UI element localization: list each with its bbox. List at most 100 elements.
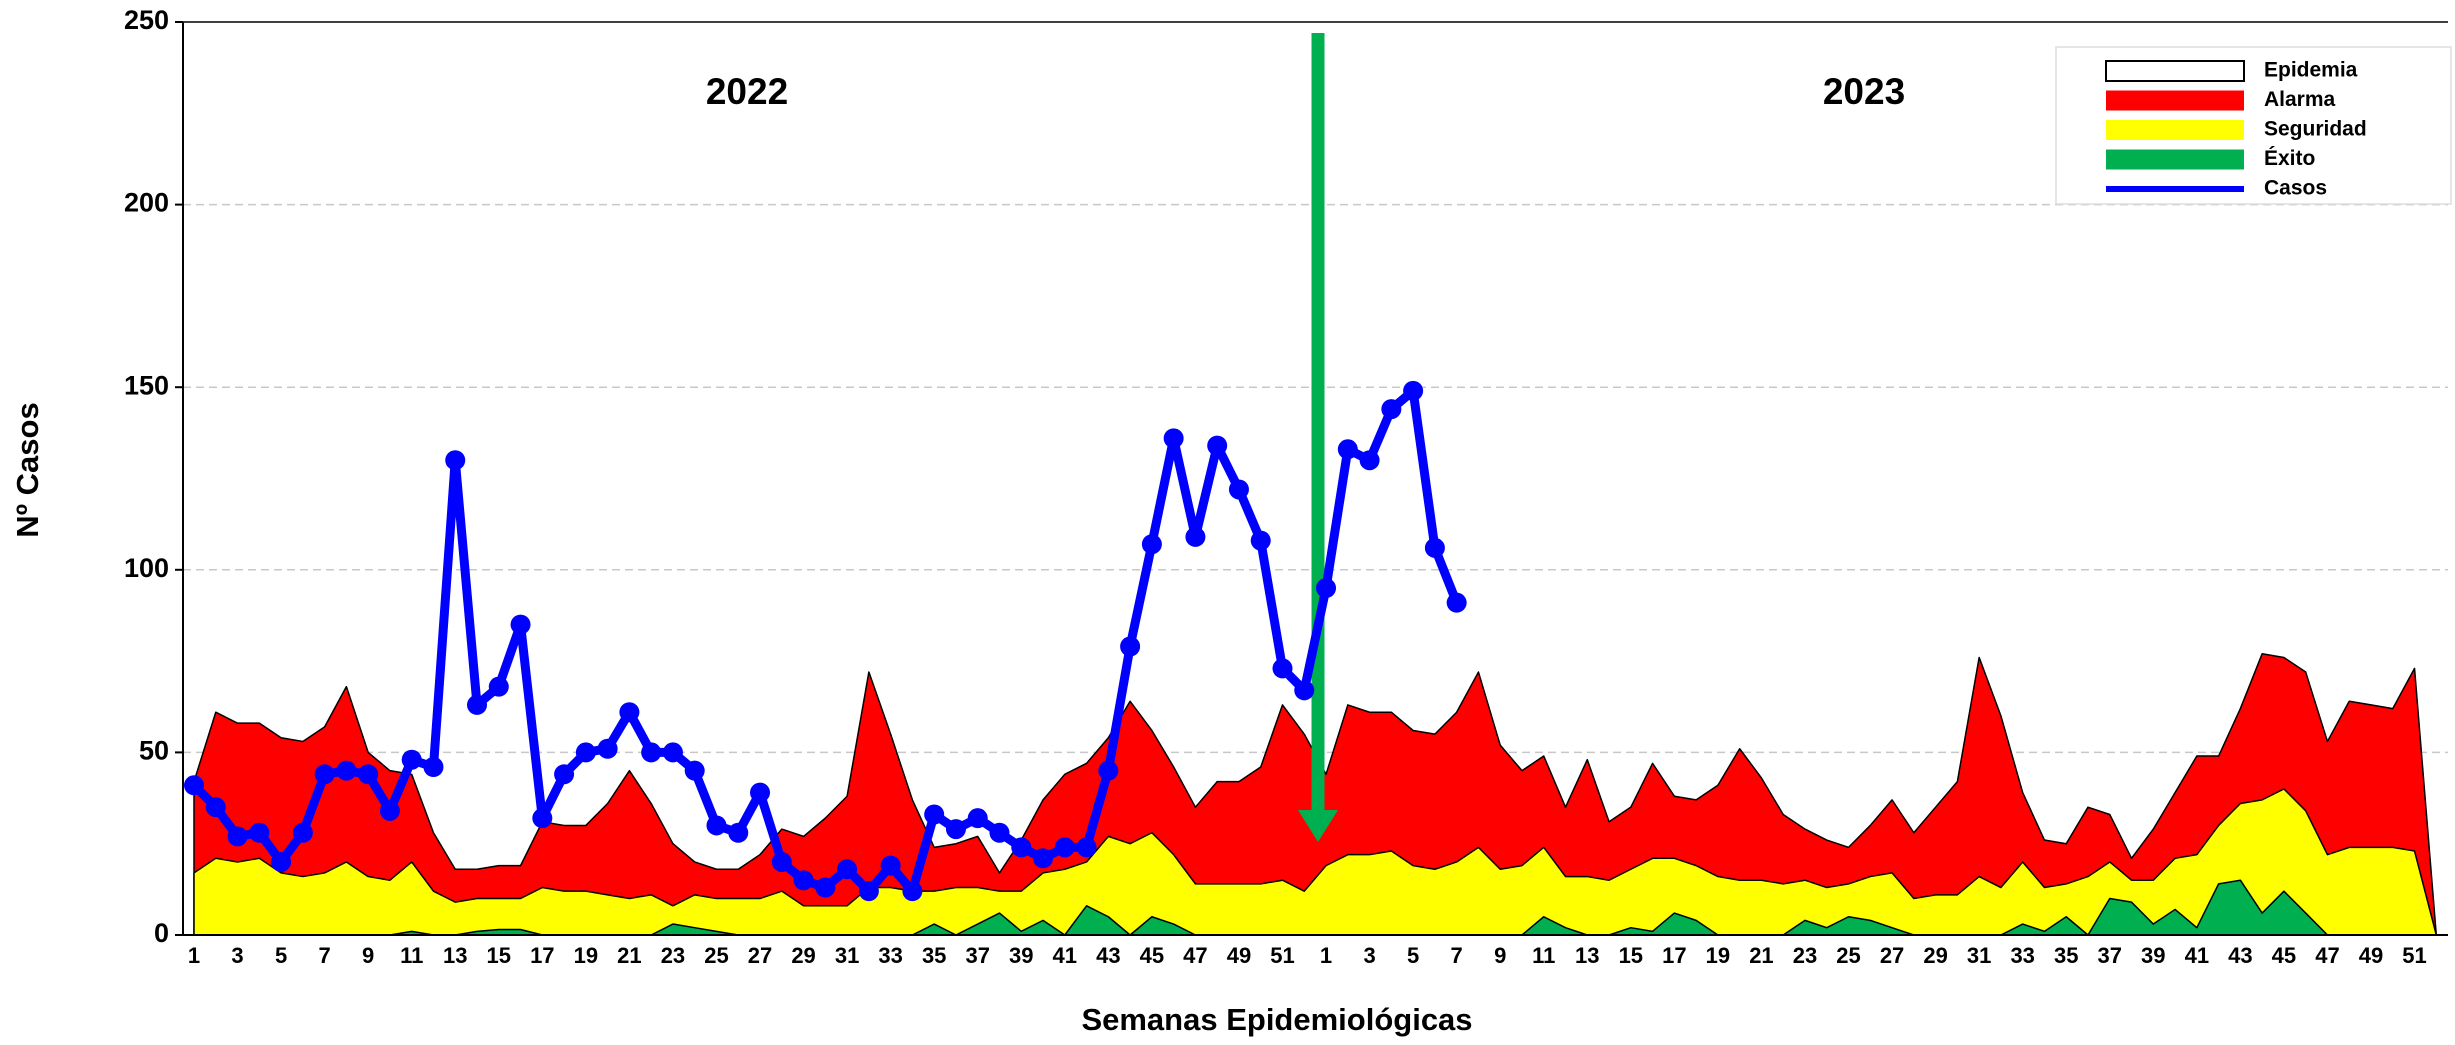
marker bbox=[184, 775, 204, 796]
x-tick-label: 25 bbox=[704, 943, 728, 968]
marker bbox=[1141, 534, 1162, 555]
x-tick-label: 21 bbox=[1749, 943, 1773, 968]
x-tick-label: 35 bbox=[2054, 943, 2078, 968]
x-tick-label: 23 bbox=[1793, 943, 1817, 968]
x-tick-label: 11 bbox=[400, 943, 423, 968]
marker bbox=[1272, 658, 1293, 679]
year-label: 2023 bbox=[1823, 71, 1905, 112]
legend-label: Éxito bbox=[2264, 147, 2315, 170]
legend-label: Casos bbox=[2264, 177, 2327, 200]
x-tick-label: 5 bbox=[1407, 943, 1419, 968]
marker bbox=[1446, 592, 1467, 613]
y-axis-title: Nº Casos bbox=[10, 402, 45, 537]
marker bbox=[771, 851, 792, 872]
x-tick-label: 35 bbox=[922, 943, 946, 968]
legend-swatch bbox=[2106, 149, 2244, 170]
x-tick-label: 45 bbox=[1140, 943, 1164, 968]
x-tick-label: 15 bbox=[1619, 943, 1643, 968]
marker bbox=[880, 855, 901, 876]
marker bbox=[597, 738, 618, 759]
x-tick-label: 49 bbox=[2359, 943, 2383, 968]
x-tick-label: 31 bbox=[835, 943, 859, 968]
marker bbox=[554, 764, 575, 785]
x-tick-label: 33 bbox=[878, 943, 902, 968]
x-tick-label: 19 bbox=[1706, 943, 1730, 968]
marker bbox=[205, 797, 226, 818]
marker bbox=[945, 819, 966, 840]
marker bbox=[924, 804, 945, 825]
x-tick-label: 29 bbox=[1923, 943, 1947, 968]
arrow-head bbox=[1298, 810, 1338, 842]
marker bbox=[1076, 837, 1097, 858]
marker bbox=[1403, 380, 1424, 401]
x-tick-label: 25 bbox=[1836, 943, 1860, 968]
marker bbox=[510, 614, 531, 635]
x-tick-label: 5 bbox=[275, 943, 287, 968]
marker bbox=[532, 808, 553, 829]
marker bbox=[1185, 526, 1206, 547]
marker bbox=[314, 764, 335, 785]
marker bbox=[1207, 435, 1228, 456]
y-tick-label: 100 bbox=[124, 553, 169, 583]
marker bbox=[815, 877, 836, 898]
marker bbox=[445, 450, 466, 471]
x-tick-label: 41 bbox=[2185, 943, 2209, 968]
x-tick-label: 51 bbox=[2402, 943, 2426, 968]
x-tick-label: 1 bbox=[1320, 943, 1332, 968]
marker bbox=[292, 822, 313, 843]
x-tick-label: 37 bbox=[965, 943, 989, 968]
marker bbox=[619, 702, 640, 723]
marker bbox=[1054, 837, 1075, 858]
x-tick-label: 17 bbox=[530, 943, 554, 968]
legend-label: Alarma bbox=[2264, 88, 2336, 111]
y-tick-label: 150 bbox=[124, 370, 169, 400]
x-tick-label: 47 bbox=[1183, 943, 1207, 968]
marker bbox=[488, 676, 509, 697]
x-tick-label: 7 bbox=[1451, 943, 1463, 968]
x-tick-label: 21 bbox=[617, 943, 641, 968]
legend-label: Seguridad bbox=[2264, 118, 2367, 141]
marker bbox=[967, 808, 988, 829]
marker bbox=[989, 822, 1010, 843]
x-tick-label: 3 bbox=[231, 943, 243, 968]
y-tick-label: 50 bbox=[139, 736, 169, 766]
x-tick-label: 43 bbox=[2228, 943, 2252, 968]
x-tick-label: 41 bbox=[1053, 943, 1077, 968]
marker bbox=[249, 822, 270, 843]
marker bbox=[227, 826, 248, 847]
marker bbox=[1424, 537, 1445, 558]
marker bbox=[467, 694, 488, 715]
marker bbox=[1316, 578, 1337, 599]
marker bbox=[641, 742, 662, 763]
x-tick-label: 27 bbox=[1880, 943, 1904, 968]
marker bbox=[684, 760, 705, 781]
x-tick-label: 23 bbox=[661, 943, 685, 968]
x-tick-label: 11 bbox=[1532, 943, 1555, 968]
legend-label: Epidemia bbox=[2264, 59, 2358, 82]
marker bbox=[271, 851, 292, 872]
marker bbox=[575, 742, 596, 763]
marker bbox=[662, 742, 683, 763]
x-tick-label: 45 bbox=[2272, 943, 2296, 968]
x-tick-label: 43 bbox=[1096, 943, 1120, 968]
y-tick-label: 250 bbox=[124, 5, 169, 35]
marker bbox=[401, 749, 422, 770]
marker bbox=[379, 800, 400, 821]
x-tick-label: 51 bbox=[1270, 943, 1294, 968]
marker bbox=[1228, 479, 1249, 500]
x-tick-label: 17 bbox=[1662, 943, 1686, 968]
marker bbox=[1163, 428, 1184, 449]
x-tick-label: 1 bbox=[188, 943, 200, 968]
x-tick-label: 19 bbox=[574, 943, 598, 968]
marker bbox=[1120, 636, 1141, 657]
marker bbox=[837, 859, 858, 880]
x-tick-label: 39 bbox=[1009, 943, 1033, 968]
legend-swatch bbox=[2105, 60, 2245, 82]
x-tick-label: 39 bbox=[2141, 943, 2165, 968]
x-tick-label: 37 bbox=[2098, 943, 2122, 968]
x-tick-label: 47 bbox=[2315, 943, 2339, 968]
y-tick-label: 0 bbox=[154, 918, 169, 948]
x-tick-label: 9 bbox=[1494, 943, 1506, 968]
marker bbox=[902, 881, 923, 902]
